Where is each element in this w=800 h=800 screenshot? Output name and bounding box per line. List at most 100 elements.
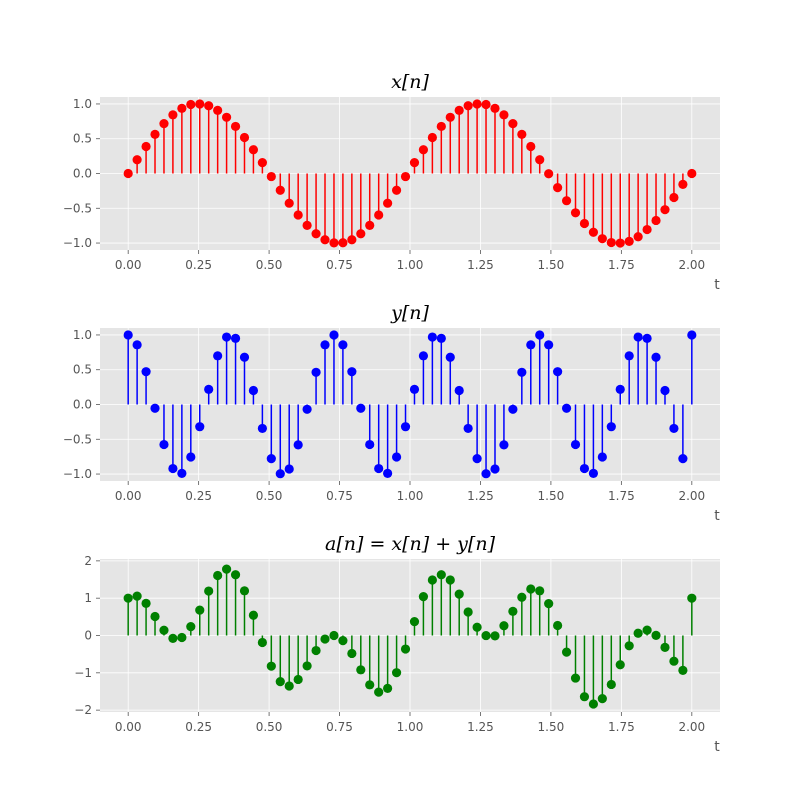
data-point [168,463,178,474]
data-point [320,340,330,350]
data-point [195,422,205,432]
x-tick-label: 0.00 [115,720,142,734]
data-point [651,215,661,226]
x-tick-label: 1.75 [608,258,635,272]
data-point [597,452,607,462]
data-point [275,677,285,687]
data-point [687,168,697,179]
data-point [132,591,142,601]
data-point [302,220,312,230]
x-tick-label: 0.50 [256,489,283,503]
data-point [159,439,169,450]
data-point [633,628,643,638]
data-point [195,99,205,109]
y-axis-ticks: −2 −1 0 1 2 [74,554,100,717]
data-point [660,205,670,215]
data-point [678,665,688,675]
data-point [400,171,411,182]
data-point [615,660,625,670]
data-point [445,352,455,362]
data-point [320,634,330,644]
subplot-a: 0.00 0.25 0.50 0.75 1.00 1.25 1.50 1.75 2.00 −2−… [74,533,720,755]
data-point [204,586,214,596]
data-point [588,699,599,709]
data-point [356,229,366,239]
data-point [230,121,241,132]
data-point [624,351,634,361]
data-point [669,656,679,666]
data-point [204,384,214,395]
data-point [248,145,259,155]
y-tick-label: 1.0 [73,328,92,342]
x-tick-label: 1.00 [397,720,424,734]
data-point [597,234,607,244]
data-point [302,661,312,671]
data-point [427,332,437,342]
x-tick-label: 2.00 [678,489,705,503]
data-point [499,621,509,631]
data-point [356,403,366,413]
data-point [445,112,455,122]
chart-title: a[n] = x[n] + y[n] [325,533,496,555]
x-tick-label: 0.25 [185,258,212,272]
data-point [490,103,500,113]
data-point [669,423,679,434]
data-point [472,454,482,464]
data-point [221,112,232,122]
data-point [311,645,321,656]
y-axis-ticks: −1.0 −0.5 0.0 0.5 1.0 [63,328,100,481]
data-point [266,171,276,182]
data-point [615,238,625,248]
data-point [177,468,187,478]
data-point [230,333,241,343]
data-point [365,439,375,450]
data-point [213,105,223,115]
data-point [177,103,187,113]
data-point [526,141,536,152]
data-point [579,692,590,702]
data-point [687,593,697,603]
data-point [508,404,518,414]
data-point [418,351,429,361]
data-point [481,630,491,641]
data-point [338,238,348,248]
data-point [347,648,357,659]
y-tick-label: −1.0 [63,467,92,481]
x-tick-label: 2.00 [678,258,705,272]
data-point [418,592,429,602]
data-point [123,330,133,340]
data-point [186,99,196,110]
data-point [284,464,294,474]
data-point [221,564,232,574]
data-point [508,119,518,129]
subplot-x: 0.00 0.25 0.50 0.75 1.00 1.25 1.50 1.75 2.00 −1.… [63,71,720,293]
y-tick-label: −1 [74,666,92,680]
data-point [221,332,232,342]
data-point [642,333,652,343]
data-point [213,351,223,361]
data-point [293,674,303,685]
data-point [383,468,393,478]
y-tick-label: −2 [74,703,92,717]
data-point [400,644,411,654]
data-point [338,636,348,646]
data-point [248,385,259,396]
data-point [302,404,312,414]
y-axis-ticks: −1.0 −0.5 0.0 0.5 1.0 [63,97,100,250]
data-point [284,681,294,691]
x-axis-label: t [714,508,720,524]
data-point [490,464,500,474]
data-point [239,132,250,143]
data-point [275,185,285,195]
x-tick-label: 2.00 [678,720,705,734]
x-tick-label: 1.50 [538,489,565,503]
y-tick-label: 0.0 [73,167,92,181]
data-point [535,586,545,596]
data-point [374,687,384,697]
data-point [409,384,420,395]
data-point [347,367,357,377]
data-point [204,101,214,111]
data-point [651,630,661,640]
data-point [445,575,455,585]
x-tick-label: 1.75 [608,720,635,734]
